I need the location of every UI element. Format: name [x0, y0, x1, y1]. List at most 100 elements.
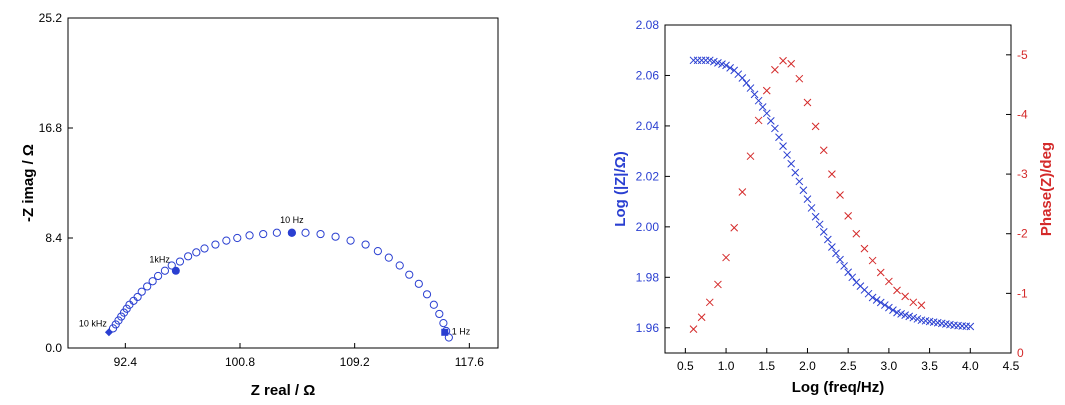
nyquist-data-point	[175, 257, 185, 266]
bode-x-tick-label: 2.5	[840, 359, 857, 373]
nyquist-point-annotation: 1 Hz	[452, 326, 471, 336]
nyquist-highlight-point	[104, 328, 113, 337]
nyquist-data-point	[259, 229, 268, 239]
bode-phase-point	[779, 56, 787, 65]
nyquist-x-tick-label: 100.8	[225, 355, 255, 369]
nyquist-data-point	[373, 246, 382, 256]
bode-phase-point	[828, 170, 836, 178]
bode-phase-point	[917, 301, 926, 310]
bode-right-y-ticks: 0 -1 -2 -3 -4 -5	[1006, 48, 1028, 360]
bode-magnitude-point	[868, 293, 877, 302]
nyquist-data-point	[316, 229, 325, 239]
bode-left-tick-label: 2.04	[636, 119, 660, 133]
bode-left-tick-label: 2.02	[636, 169, 660, 183]
bode-x-tick-label: 2.0	[799, 359, 816, 373]
bode-x-tick-label: 4.0	[962, 359, 979, 373]
bode-phase-point	[771, 65, 779, 74]
bode-right-tick-label: -3	[1017, 167, 1028, 181]
nyquist-data-point	[148, 277, 157, 286]
nyquist-x-tick-label: 109.2	[340, 355, 370, 369]
nyquist-data-point	[422, 290, 432, 299]
bode-magnitude-point	[766, 117, 775, 125]
bode-phase-point	[811, 122, 820, 131]
nyquist-y-tick-label: 8.4	[45, 231, 62, 245]
bode-magnitude-point	[885, 303, 893, 312]
bode-left-tick-label: 1.96	[636, 321, 660, 335]
nyquist-y-tick-label: 0.0	[45, 341, 62, 355]
bode-magnitude-point	[726, 64, 734, 72]
nyquist-data-point	[405, 270, 414, 279]
bode-magnitude-point	[819, 228, 828, 236]
nyquist-open-markers	[108, 228, 453, 342]
bode-phase-point	[803, 98, 812, 107]
bode-magnitude-point	[836, 255, 844, 264]
bode-phase-point	[885, 277, 893, 286]
nyquist-highlight-point	[287, 228, 296, 237]
bode-magnitude-point	[758, 103, 767, 111]
bode-magnitude-point	[876, 298, 885, 307]
nyquist-data-point	[439, 319, 448, 328]
bode-chart: 0.5 1.0 1.5 2.0 2.5 3.0 3.5 4.0 4.5 1.96 1.98 2.00…	[612, 18, 1055, 396]
nyquist-filled-markers: 10 kHz 1kHz 10 Hz 1 Hz	[79, 215, 471, 337]
bode-phase-point	[722, 253, 730, 262]
bode-phase-point	[901, 292, 910, 301]
bode-phase-point	[746, 152, 755, 161]
bode-phase-point	[689, 325, 698, 333]
bode-magnitude-point	[701, 56, 710, 65]
bode-magnitude-point	[966, 322, 975, 331]
bode-magnitude-point	[799, 186, 808, 195]
bode-magnitude-point	[750, 90, 759, 99]
bode-x-tick-label: 3.5	[921, 359, 938, 373]
bode-right-tick-label: 0	[1017, 346, 1024, 360]
bode-phase-point	[795, 74, 804, 83]
bode-right-tick-label: -4	[1017, 107, 1028, 121]
nyquist-plot-frame	[67, 17, 499, 349]
nyquist-data-point	[384, 253, 393, 262]
nyquist-y-tick-label: 16.8	[39, 121, 63, 135]
bode-magnitude-point	[807, 204, 816, 212]
nyquist-data-point	[301, 228, 310, 237]
bode-magnitude-point	[754, 96, 763, 105]
nyquist-data-point	[143, 282, 152, 291]
bode-plot-frame	[664, 24, 1012, 354]
nyquist-x-tick-label: 92.4	[114, 355, 138, 369]
bode-x-ticks: 0.5 1.0 1.5 2.0 2.5 3.0 3.5 4.0 4.5	[677, 348, 1020, 373]
nyquist-y-axis-label: -Z imag / Ω	[20, 144, 37, 222]
bode-magnitude-point	[832, 249, 840, 258]
bode-phase-point	[844, 211, 853, 220]
bode-magnitude-point	[889, 306, 897, 314]
bode-magnitude-point	[823, 235, 832, 244]
bode-phase-point	[787, 59, 796, 68]
bode-magnitude-point	[880, 301, 889, 309]
nyquist-data-point	[200, 244, 209, 253]
bode-magnitude-point	[693, 56, 702, 65]
bode-left-tick-label: 2.08	[636, 18, 660, 32]
bode-magnitude-point	[795, 177, 804, 186]
bode-x-tick-label: 1.5	[758, 359, 775, 373]
bode-phase-point	[762, 86, 771, 95]
nyquist-highlight-point	[441, 328, 449, 336]
bode-magnitude-point	[697, 56, 706, 65]
bode-magnitude-point	[811, 212, 820, 221]
nyquist-data-point	[153, 271, 163, 281]
bode-left-y-ticks: 1.96 1.98 2.00 2.02 2.04 2.06 2.08	[636, 18, 670, 335]
bode-magnitude-point	[775, 133, 783, 142]
nyquist-data-point	[395, 261, 404, 270]
bode-phase-point	[714, 280, 722, 289]
bode-magnitude-point	[848, 273, 857, 282]
bode-magnitude-point	[722, 61, 730, 70]
nyquist-x-ticks: 92.4 100.8 109.2 117.6	[114, 343, 484, 369]
bode-phase-point	[852, 229, 861, 238]
nyquist-data-point	[331, 232, 340, 241]
bode-magnitude-point	[746, 84, 755, 92]
nyquist-data-point	[435, 309, 444, 319]
nyquist-data-point	[137, 287, 146, 296]
bode-magnitude-point	[689, 56, 698, 65]
nyquist-data-point	[245, 231, 254, 240]
nyquist-data-point	[160, 266, 170, 275]
bode-phase-point	[909, 298, 918, 307]
bode-phase-point	[754, 116, 763, 125]
bode-phase-point	[893, 286, 901, 295]
bode-phase-point	[697, 313, 706, 322]
